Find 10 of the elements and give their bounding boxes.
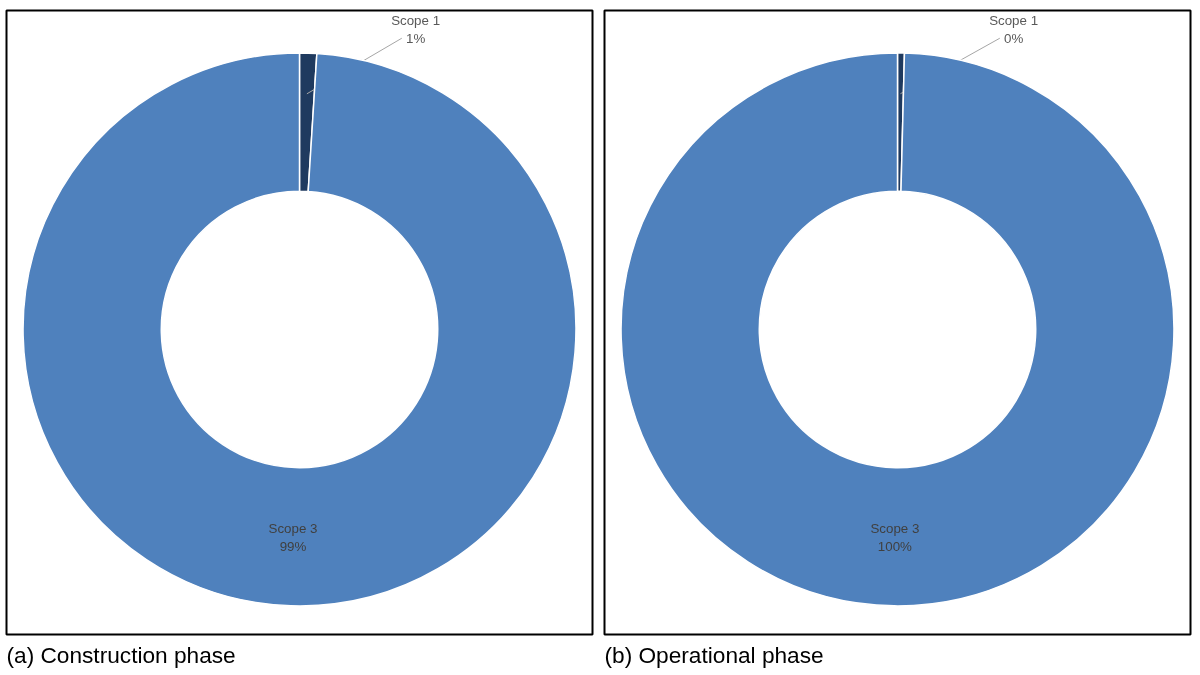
data-label: 99% [279, 538, 307, 554]
slice-label: Scope 1 [989, 13, 1039, 29]
slice-label: Scope 1 [391, 13, 441, 29]
slice-label: Scope 3 [268, 520, 318, 536]
slice-label: Scope 3 [870, 520, 920, 536]
data-label: 1% [405, 31, 426, 47]
data-label: 0% [1003, 31, 1024, 47]
text: (b) Operational phase [604, 641, 824, 668]
data-label: 100% [877, 538, 913, 554]
text: (a) Construction phase [6, 641, 236, 668]
